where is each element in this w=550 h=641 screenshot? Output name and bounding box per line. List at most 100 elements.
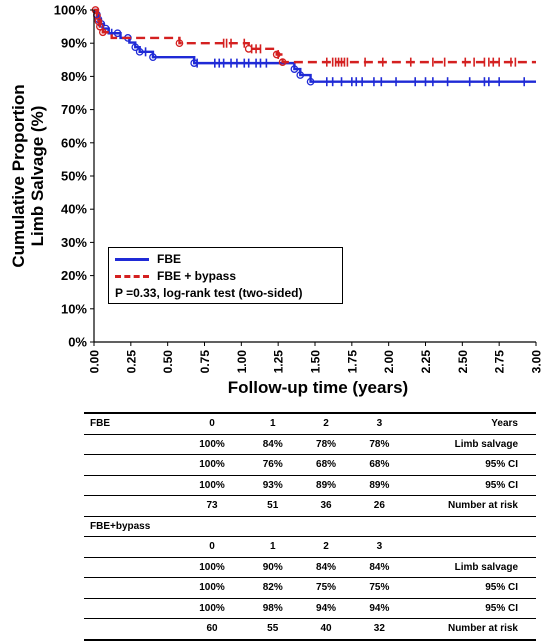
table-row: 100% 82% 75% 75% 95% CI [84, 577, 536, 599]
y-tick-label: 30% [61, 235, 87, 250]
table-cell: 68% [299, 454, 353, 476]
x-tick-label: 1.00 [235, 350, 249, 374]
table-cell: 100% [178, 475, 247, 496]
legend-entry-bypass: FBE + bypass [115, 268, 236, 284]
event-marker-fbe [290, 65, 299, 73]
survival-chart: 0% 10% 20% 30% 40% 50% 60% 70% 80% 90% 100% 0.00 0.2… [54, 3, 544, 374]
table-cell: 95% CI [406, 598, 536, 619]
table-cell: 84% [299, 557, 353, 578]
legend-swatch-fbe [115, 257, 149, 261]
x-tick-label: 2.50 [456, 350, 470, 374]
event-marker-fbe [306, 77, 315, 86]
legend-swatch-bypass [115, 274, 149, 278]
table-cell: 93% [246, 475, 300, 496]
log-rank-note: P =0.33, log-rank test (two-sided) [115, 286, 303, 300]
table-cell: 40 [299, 618, 353, 641]
y-axis-label-line-1: Cumulative Proportion [9, 84, 28, 268]
y-tick-label: 0% [68, 335, 87, 350]
table-row: 100% 84% 78% 78% Limb salvage [84, 434, 536, 455]
legend-label-bypass: FBE + bypass [157, 269, 237, 283]
y-tick-label: 10% [61, 301, 87, 316]
table-cell: 2 [299, 412, 353, 435]
table-cell: 0 [178, 536, 247, 558]
table-cell: 2 [299, 536, 353, 558]
table-cell [406, 536, 536, 558]
table-row: 100% 90% 84% 84% Limb salvage [84, 557, 536, 578]
x-tick-label: 0.50 [161, 350, 175, 374]
event-marker-fbe [113, 29, 122, 38]
table-cell: 3 [352, 412, 406, 435]
legend-label-fbe: FBE [157, 252, 181, 266]
table-cell: Number at risk [406, 495, 536, 517]
series-line-bypass [94, 8, 536, 64]
table-row: 0 1 2 3 [84, 536, 536, 558]
x-axis-label: Follow-up time (years) [227, 378, 409, 397]
y-tick-label: 40% [61, 202, 87, 217]
y-tick-label: 90% [61, 36, 87, 51]
legend-entry-fbe: FBE [115, 251, 181, 267]
table-cell: 95% CI [406, 454, 536, 476]
event-marker-bypass [278, 58, 287, 66]
y-axis-label-line-2: Limb Salvage (%) [28, 105, 47, 247]
event-marker-fbe [131, 43, 140, 52]
table-row: 100% 76% 68% 68% 95% CI [84, 454, 536, 476]
table-cell: 90% [246, 557, 300, 578]
table-cell: 100% [178, 454, 247, 476]
x-tick-label: 0.25 [124, 350, 138, 374]
table-cell: 94% [299, 598, 353, 619]
table-cell: 84% [246, 434, 300, 455]
event-marker-fbe [149, 53, 157, 61]
y-axis-label: Cumulative Proportion Limb Salvage (%) [0, 6, 58, 346]
event-marker-bypass [98, 28, 107, 37]
table-cell: 84% [352, 557, 406, 578]
table-cell: 1 [246, 412, 300, 435]
table-cell: Limb salvage [406, 434, 536, 455]
table-cell: 78% [299, 434, 353, 455]
table-row: FBE+bypass [84, 516, 536, 537]
event-marker-fbe [135, 47, 144, 56]
table-cell: 94% [352, 598, 406, 619]
event-marker-bypass [94, 17, 103, 26]
table-row: 60 55 40 32 Number at risk [84, 618, 536, 641]
y-tick-label: 70% [61, 102, 87, 117]
table-cell: 89% [299, 475, 353, 496]
y-tick-label: 80% [61, 69, 87, 84]
table-cell: 76% [246, 454, 300, 476]
table-cell: 73 [178, 495, 247, 517]
x-tick-label: 1.75 [345, 350, 359, 374]
event-marker-fbe [296, 71, 305, 79]
x-tick-label: 1.50 [309, 350, 323, 374]
table-cell: 89% [352, 475, 406, 496]
legend-note: P =0.33, log-rank test (two-sided) [115, 285, 303, 301]
event-marker-bypass [175, 39, 184, 48]
x-tick-label: 2.00 [382, 350, 396, 374]
table-cell: Years [406, 412, 536, 435]
table-cell: 75% [299, 577, 353, 599]
x-tick-label: 0.75 [198, 350, 212, 374]
x-tick-label: 0.00 [88, 350, 102, 374]
table-cell: 0 [178, 412, 247, 435]
table-cell: Number at risk [406, 618, 536, 641]
table-cell: 78% [352, 434, 406, 455]
x-tick-label: 2.25 [419, 350, 433, 374]
table-cell: 26 [352, 495, 406, 517]
table-cell: 98% [246, 598, 300, 619]
y-tick-label: 100% [54, 3, 88, 18]
table-cell: 100% [178, 557, 247, 578]
table-cell: 55 [246, 618, 300, 641]
table-row: 100% 98% 94% 94% 95% CI [84, 598, 536, 619]
table-row: 100% 93% 89% 89% 95% CI [84, 475, 536, 496]
table-cell: 100% [178, 598, 247, 619]
table-group-label: FBE+bypass [84, 516, 178, 537]
table-cell: 95% CI [406, 577, 536, 599]
risk-table: FBE 0 1 2 3 Years 100% 84% 78% 78% Limb … [84, 412, 536, 641]
table-cell: 75% [352, 577, 406, 599]
x-tick-label: 1.25 [272, 350, 286, 374]
table-cell: 1 [246, 536, 300, 558]
table-row: FBE 0 1 2 3 Years [84, 412, 536, 435]
table-cell: 51 [246, 495, 300, 517]
table-cell: 36 [299, 495, 353, 517]
table-cell: 82% [246, 577, 300, 599]
table-cell: Limb salvage [406, 557, 536, 578]
table-cell: 95% CI [406, 475, 536, 496]
